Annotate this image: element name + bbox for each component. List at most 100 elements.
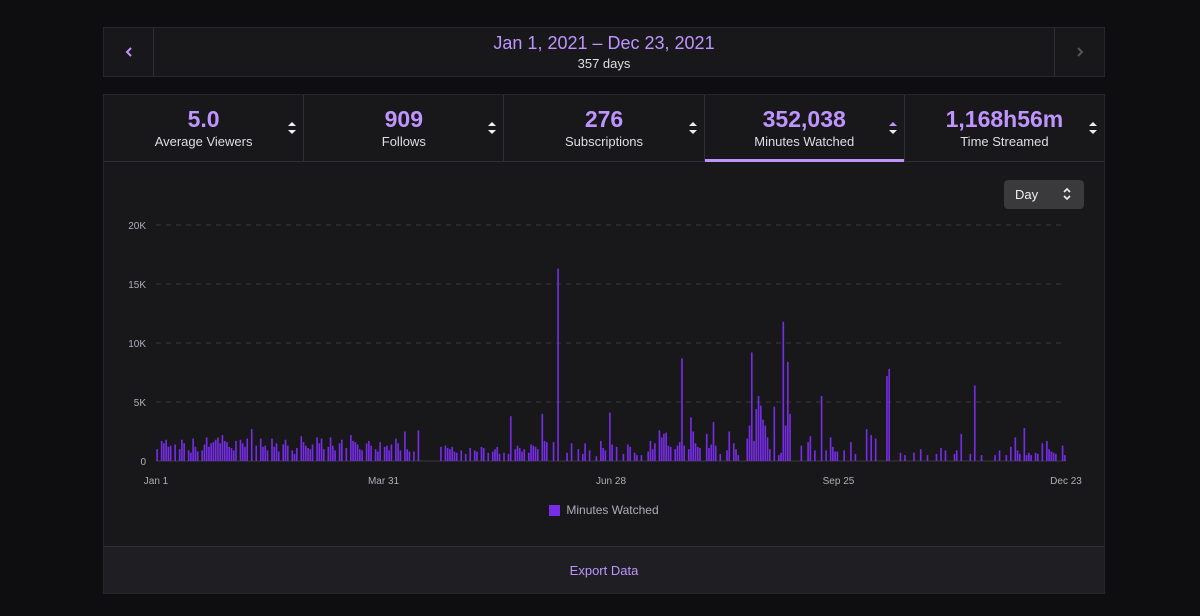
stat-label: Minutes Watched [754, 134, 855, 149]
bar [487, 452, 490, 461]
bar [417, 430, 420, 461]
bar [408, 451, 411, 461]
bar [397, 443, 399, 461]
bar [604, 450, 607, 461]
sort-icon[interactable] [1088, 121, 1098, 135]
bar [322, 449, 325, 461]
bar [226, 442, 228, 461]
bar [714, 445, 717, 461]
bar [365, 443, 368, 461]
chevron-up-down-icon [1063, 187, 1071, 201]
bar [832, 446, 834, 461]
bar [582, 453, 584, 461]
bar [899, 452, 902, 461]
stat-value: 5.0 [187, 106, 220, 132]
bar [295, 448, 298, 461]
bar [302, 442, 305, 461]
bar [969, 453, 972, 461]
stat-tab-time-streamed[interactable]: 1,168h56m Time Streamed [905, 95, 1104, 161]
bar [611, 444, 613, 461]
bar [919, 449, 922, 461]
bar [694, 443, 697, 461]
bar [374, 449, 377, 461]
bar [755, 409, 758, 461]
bar [854, 453, 857, 461]
stats-tabs: 5.0 Average Viewers 909 Follows 276 Subs… [104, 95, 1104, 162]
bar [850, 442, 852, 461]
bar [1050, 451, 1053, 461]
bar [160, 440, 163, 461]
bar [277, 451, 280, 461]
bar [221, 435, 224, 461]
granularity-select[interactable]: Day [1004, 180, 1084, 209]
bar [1030, 455, 1032, 461]
export-bar: Export Data [104, 546, 1104, 593]
bar [311, 444, 314, 461]
chart-legend: Minutes Watched [104, 503, 1104, 517]
bar [406, 449, 408, 461]
bar [413, 451, 415, 461]
bar [275, 443, 278, 461]
bar [545, 442, 548, 461]
stat-label: Subscriptions [564, 134, 644, 149]
stat-tab-average-viewers[interactable]: 5.0 Average Viewers [104, 95, 305, 161]
sort-icon[interactable] [688, 121, 698, 135]
bar [223, 440, 226, 461]
bar [264, 445, 267, 461]
bar [777, 455, 780, 461]
stat-tab-minutes-watched[interactable]: 352,038 Minutes Watched [704, 95, 905, 162]
bar [669, 446, 672, 461]
bar [699, 448, 701, 461]
sort-icon[interactable] [487, 121, 497, 135]
bar [768, 449, 771, 461]
bar [687, 449, 690, 461]
bar [1028, 452, 1030, 461]
bar [944, 450, 947, 461]
bar [1016, 450, 1019, 461]
bar [1005, 455, 1008, 461]
stat-label: Average Viewers [154, 134, 253, 149]
bar [904, 455, 906, 461]
bar [316, 437, 318, 461]
bar [800, 445, 803, 461]
stat-tab-subscriptions[interactable]: 276 Subscriptions [504, 95, 705, 161]
bar [622, 453, 625, 461]
bar [552, 442, 555, 461]
legend-swatch [549, 504, 561, 516]
bar [994, 455, 996, 461]
bar [1052, 452, 1055, 461]
bar [809, 436, 812, 461]
bar [651, 449, 654, 461]
bar [602, 448, 604, 461]
bar [543, 440, 546, 461]
bar [386, 445, 388, 461]
bar [710, 444, 713, 461]
bar [201, 450, 203, 461]
sort-icon[interactable] [287, 121, 297, 135]
bar [726, 450, 728, 461]
bar [190, 452, 192, 461]
export-data-button[interactable]: Export Data [569, 562, 639, 578]
sort-icon[interactable] [888, 121, 898, 135]
bar [194, 446, 197, 461]
stat-tab-follows[interactable]: 909 Follows [304, 95, 505, 161]
granularity-select-value: Day [1015, 187, 1039, 202]
chevron-left-icon [125, 47, 132, 57]
chart-area: 0 5K 10K 15K 20K Jan 1 Mar 31 Jun 28 Sep 25 Dec 2… [104, 162, 1104, 545]
bar [235, 440, 237, 461]
bar [174, 444, 176, 461]
bar [368, 440, 370, 461]
next-period-button[interactable] [1054, 28, 1104, 76]
bar [284, 439, 287, 461]
bar [521, 451, 523, 461]
bar [615, 446, 618, 461]
bar [757, 396, 760, 461]
bar [750, 352, 753, 461]
bar [399, 450, 402, 461]
bar [480, 446, 483, 461]
bar [509, 416, 512, 461]
bar [1055, 453, 1057, 461]
previous-period-button[interactable] [104, 28, 154, 76]
bar [446, 448, 449, 461]
bar [352, 440, 354, 461]
